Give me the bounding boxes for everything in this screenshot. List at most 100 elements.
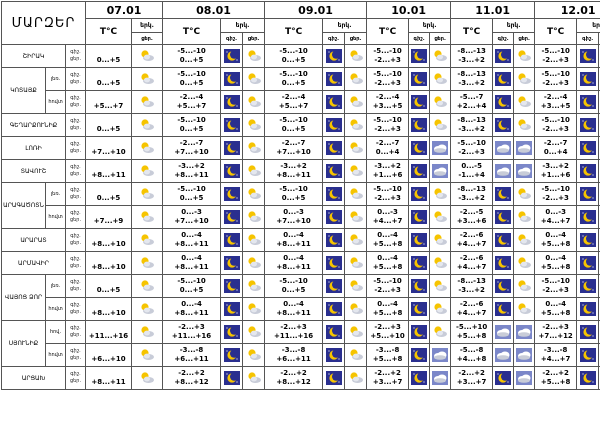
sun-cloud-icon <box>246 118 262 132</box>
region-name-text: ԱՐԱՐԱՏ <box>20 237 46 244</box>
day-temp: +8...+10 <box>86 263 131 272</box>
day-temp: 0...+5 <box>163 125 220 134</box>
sun-cloud-icon <box>246 210 262 224</box>
temp-cell: 0...+5 <box>86 68 132 91</box>
icon-cell <box>409 275 430 298</box>
day-temp: -2...+3 <box>535 286 576 295</box>
day-temp: -2...+3 <box>367 79 408 88</box>
moon-icon <box>495 72 511 86</box>
icon-cell <box>430 137 451 160</box>
day-temp: +5...+7 <box>265 102 322 111</box>
region-name-text: ԿՈՏԱՅՔ <box>10 87 37 94</box>
temp-cell: 0...+5 <box>86 45 132 68</box>
icon-cell <box>221 137 243 160</box>
night-temp: 0...-4 <box>535 300 576 309</box>
temp-cell: 0...-4+5...+8 <box>367 252 409 275</box>
night-temp: 0...-4 <box>535 231 576 240</box>
temp-cell: -3...+2+8...+11 <box>265 160 323 183</box>
date-header: 11.01 <box>451 2 535 19</box>
icon-cell <box>323 137 345 160</box>
night-temp <box>86 277 131 286</box>
sun-cloud-icon <box>246 233 262 247</box>
row-labels: գիշ.ցեր. <box>66 137 86 160</box>
row-labels: գիշ.ցեր. <box>66 114 86 137</box>
night-temp <box>86 300 131 309</box>
sun-cloud-icon <box>348 49 364 63</box>
icon-cell <box>493 344 514 367</box>
date-label: 10.01 <box>391 4 426 17</box>
moon-icon <box>580 233 596 247</box>
region-name: ԱՐՑԱԽ <box>2 367 66 390</box>
temp-cell: 0...+5 <box>86 183 132 206</box>
day-temp: -2...+3 <box>535 79 576 88</box>
icon-cell <box>323 252 345 275</box>
day-temp: -2...+3 <box>367 286 408 295</box>
row-labels: գիշ.ցեր. <box>66 229 86 252</box>
icon-cell <box>132 252 163 275</box>
temp-cell: -3...-8+6...+11 <box>265 344 323 367</box>
sun-cloud-icon <box>139 348 155 362</box>
cloud-icon <box>495 164 511 178</box>
day-temp: +4...+8 <box>451 355 492 364</box>
icon-cell <box>430 206 451 229</box>
sun-cloud-icon <box>139 233 155 247</box>
icon-cell <box>409 367 430 390</box>
night-temp: 0...-3 <box>367 208 408 217</box>
moon-icon <box>580 302 596 316</box>
icon-cell <box>514 91 535 114</box>
day-temp: 0...+5 <box>86 79 131 88</box>
moon-icon <box>224 371 240 385</box>
sun-cloud-icon <box>348 279 364 293</box>
temp-cell: -3...+2+1...+6 <box>535 160 577 183</box>
temp-cell: -2...-4+5...+7 <box>265 91 323 114</box>
night-temp: -3...+2 <box>265 162 322 171</box>
night-temp: 0...-4 <box>163 300 220 309</box>
moon-icon <box>411 49 427 63</box>
night-temp: -3...+2 <box>535 162 576 171</box>
temp-cell: -3...-8+5...+8 <box>367 344 409 367</box>
night-row-label: գիշ. <box>66 348 85 355</box>
icon-cell <box>430 344 451 367</box>
day-temp: +5...+8 <box>535 309 576 318</box>
sun-cloud-icon <box>432 72 448 86</box>
icon-cell <box>221 68 243 91</box>
row-labels: գիշ.ցեր. <box>66 183 86 206</box>
day-temp: +8...+10 <box>86 309 131 318</box>
day-temp: +5...+8 <box>535 378 576 387</box>
date-header: 09.01 <box>265 2 367 19</box>
night-temp <box>86 231 131 240</box>
day-temp: 0...+5 <box>86 125 131 134</box>
temp-cell: 0...-4+8...+11 <box>163 252 221 275</box>
day-row-label: ցեր. <box>66 125 85 132</box>
icon-cell <box>409 183 430 206</box>
date-label: 07.01 <box>107 4 142 17</box>
night-temp: -2...+2 <box>535 369 576 378</box>
icon-cell <box>514 137 535 160</box>
date-label: 08.01 <box>196 4 231 17</box>
moon-icon <box>580 256 596 270</box>
temp-cell: -2...-6+4...+7 <box>451 298 493 321</box>
icon-cell <box>409 252 430 275</box>
day-label: ցեր. <box>350 36 362 42</box>
night-label: գիշ. <box>414 36 425 42</box>
sun-cloud-icon <box>432 302 448 316</box>
moon-icon <box>411 371 427 385</box>
temp-cell: 0...-3+4...+7 <box>367 206 409 229</box>
moon-icon <box>411 95 427 109</box>
day-row-label: ցեր. <box>66 79 85 86</box>
night-temp: -2...+2 <box>451 369 492 378</box>
date-label: 09.01 <box>298 4 333 17</box>
day-temp: +8...+11 <box>265 263 322 272</box>
icon-cell <box>243 206 265 229</box>
night-temp: -5...-10 <box>535 185 576 194</box>
sun-cloud-icon <box>348 118 364 132</box>
temp-cell: -5...-10-2...+3 <box>367 275 409 298</box>
night-temp: -5...-10 <box>163 47 220 56</box>
icon-cell <box>409 344 430 367</box>
day-temp: +8...+11 <box>265 171 322 180</box>
icon-cell <box>430 183 451 206</box>
